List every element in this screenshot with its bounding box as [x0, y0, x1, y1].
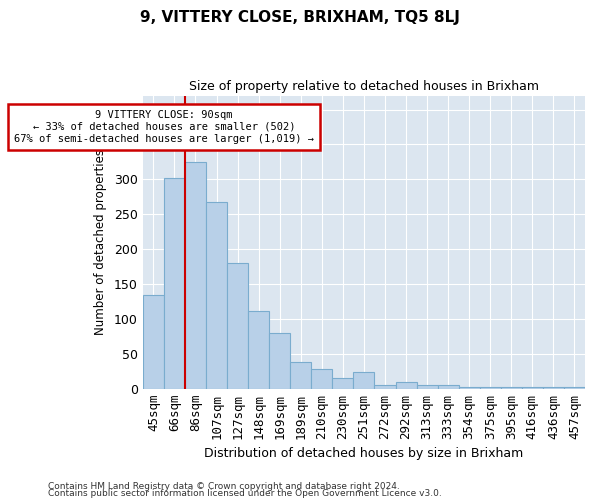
Bar	[501, 386, 522, 389]
Bar	[543, 386, 564, 389]
Text: Contains HM Land Registry data © Crown copyright and database right 2024.: Contains HM Land Registry data © Crown c…	[48, 482, 400, 491]
Bar	[437, 386, 458, 389]
Bar	[269, 333, 290, 389]
Bar	[374, 386, 395, 389]
Bar	[206, 202, 227, 389]
Bar	[564, 386, 585, 389]
Text: 9 VITTERY CLOSE: 90sqm
← 33% of detached houses are smaller (502)
67% of semi-de: 9 VITTERY CLOSE: 90sqm ← 33% of detached…	[14, 110, 314, 144]
Bar	[311, 370, 332, 389]
Bar	[290, 362, 311, 389]
Bar	[248, 310, 269, 389]
Bar	[353, 372, 374, 389]
Title: Size of property relative to detached houses in Brixham: Size of property relative to detached ho…	[189, 80, 539, 93]
Bar	[332, 378, 353, 389]
Bar	[143, 294, 164, 389]
Bar	[164, 178, 185, 389]
Bar	[227, 263, 248, 389]
X-axis label: Distribution of detached houses by size in Brixham: Distribution of detached houses by size …	[205, 447, 524, 460]
Y-axis label: Number of detached properties: Number of detached properties	[94, 149, 107, 335]
Bar	[185, 162, 206, 389]
Text: 9, VITTERY CLOSE, BRIXHAM, TQ5 8LJ: 9, VITTERY CLOSE, BRIXHAM, TQ5 8LJ	[140, 10, 460, 25]
Bar	[522, 388, 543, 389]
Bar	[458, 388, 480, 389]
Bar	[480, 386, 501, 389]
Bar	[395, 382, 416, 389]
Text: Contains public sector information licensed under the Open Government Licence v3: Contains public sector information licen…	[48, 489, 442, 498]
Bar	[416, 384, 437, 389]
